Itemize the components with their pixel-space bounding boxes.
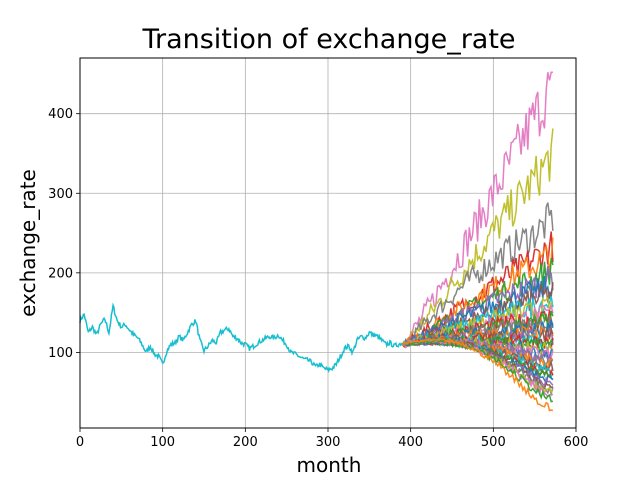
y-axis-label: exchange_rate <box>16 169 40 317</box>
x-tick-label: 500 <box>481 435 506 450</box>
x-tick-label: 100 <box>150 435 175 450</box>
x-axis-ticks: 0 100 200 300 400 500 600 <box>76 435 589 450</box>
x-axis-label: month <box>297 453 362 477</box>
forecast-path-38 <box>402 338 554 403</box>
plot-frame <box>79 57 577 429</box>
forecast-path-8 <box>401 282 554 346</box>
series-lines <box>79 71 554 412</box>
forecast-path-0 <box>401 71 553 349</box>
x-tick-label: 600 <box>564 435 589 450</box>
x-tick-label: 0 <box>76 435 84 450</box>
history-line <box>79 302 404 373</box>
y-tick-label: 100 <box>48 346 73 361</box>
y-tick-label: 200 <box>48 266 73 281</box>
forecast-path-1 <box>401 128 554 349</box>
x-tick-label: 300 <box>316 435 341 450</box>
grid-lines <box>76 58 577 432</box>
forecast-path-39 <box>402 337 554 412</box>
y-axis-ticks: 100 200 300 400 <box>48 107 73 361</box>
x-tick-label: 200 <box>233 435 258 450</box>
forecast-path-9 <box>401 296 554 347</box>
x-tick-label: 400 <box>398 435 423 450</box>
forecast-path-7 <box>401 276 554 347</box>
chart-title: Transition of exchange_rate <box>141 24 515 55</box>
y-tick-label: 300 <box>48 187 73 202</box>
y-tick-label: 400 <box>48 107 73 122</box>
